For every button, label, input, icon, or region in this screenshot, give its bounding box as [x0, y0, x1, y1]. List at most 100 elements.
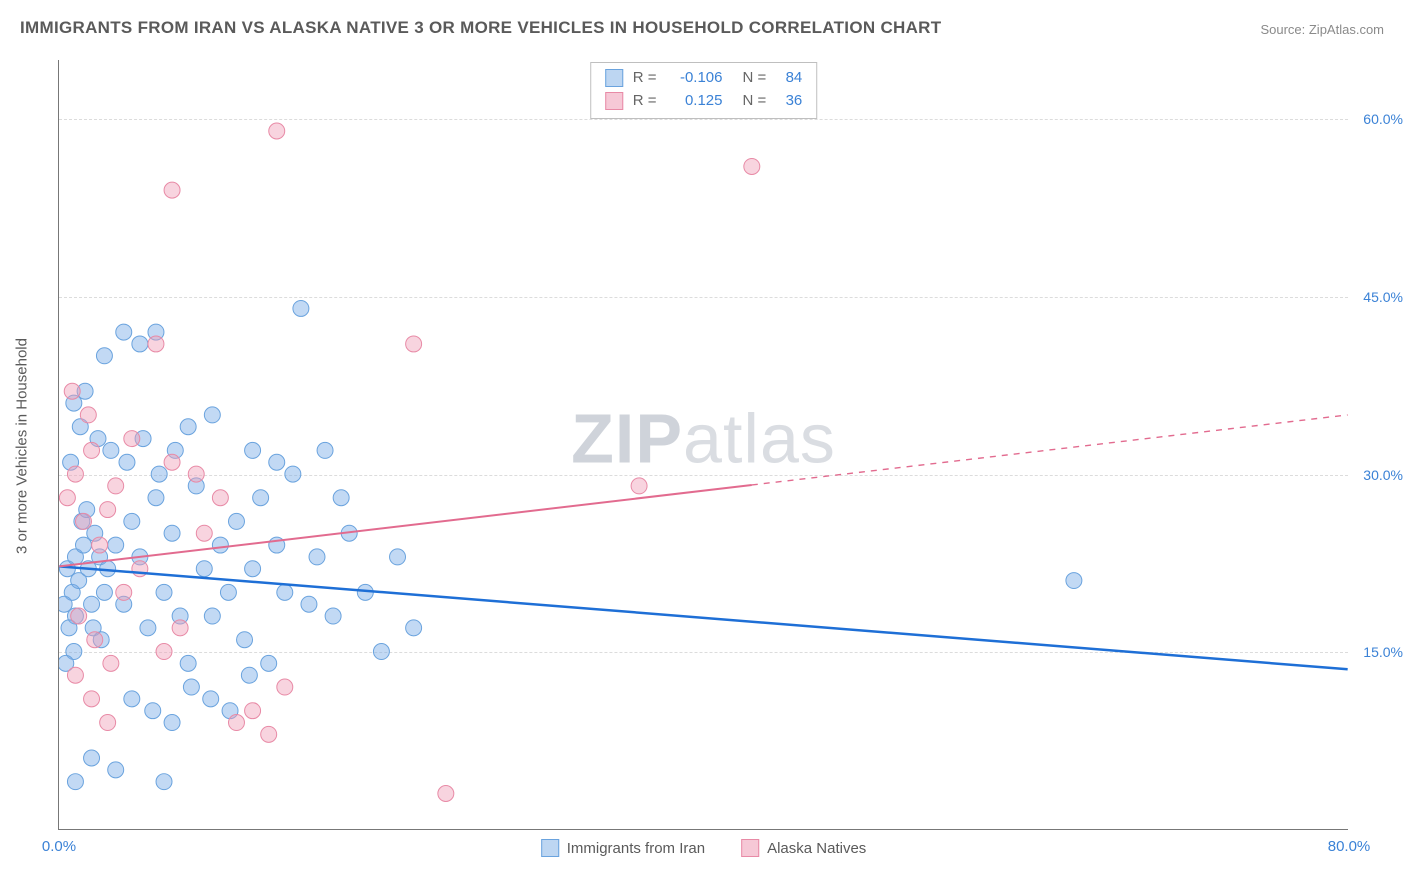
scatter-point [188, 466, 204, 482]
x-tick-label: 80.0% [1328, 838, 1371, 855]
legend-label: Immigrants from Iran [567, 840, 705, 857]
source-attribution: Source: ZipAtlas.com [1260, 22, 1384, 37]
r-value: -0.106 [665, 67, 723, 90]
scatter-point [180, 419, 196, 435]
scatter-point [228, 715, 244, 731]
n-label: N = [743, 90, 767, 113]
scatter-point [84, 691, 100, 707]
swatch-icon [541, 839, 559, 857]
scatter-point [164, 454, 180, 470]
scatter-point [261, 726, 277, 742]
scatter-point [116, 324, 132, 340]
scatter-point [245, 561, 261, 577]
scatter-point [108, 478, 124, 494]
scatter-point [212, 490, 228, 506]
scatter-point [145, 703, 161, 719]
scatter-point [59, 490, 75, 506]
scatter-point [277, 679, 293, 695]
scatter-point [245, 703, 261, 719]
scatter-point [317, 442, 333, 458]
r-value: 0.125 [665, 90, 723, 113]
scatter-point [156, 644, 172, 660]
scatter-point [64, 383, 80, 399]
correlation-legend: R = -0.106 N = 84 R = 0.125 N = 36 [590, 62, 818, 119]
scatter-point [119, 454, 135, 470]
scatter-point [103, 655, 119, 671]
scatter-point [67, 667, 83, 683]
scatter-point [285, 466, 301, 482]
scatter-point [390, 549, 406, 565]
legend-item: Alaska Natives [741, 839, 866, 857]
scatter-point [71, 608, 87, 624]
scatter-point [92, 537, 108, 553]
scatter-point [212, 537, 228, 553]
scatter-point [293, 300, 309, 316]
scatter-point [183, 679, 199, 695]
scatter-point [220, 584, 236, 600]
scatter-point [132, 336, 148, 352]
scatter-point [172, 620, 188, 636]
scatter-point [406, 336, 422, 352]
y-tick-label: 30.0% [1353, 467, 1403, 483]
scatter-point [204, 608, 220, 624]
scatter-point [325, 608, 341, 624]
scatter-point [241, 667, 257, 683]
scatter-point [164, 715, 180, 731]
swatch-icon [741, 839, 759, 857]
scatter-point [124, 513, 140, 529]
scatter-point [96, 348, 112, 364]
legend-row: R = -0.106 N = 84 [605, 67, 803, 90]
scatter-point [67, 774, 83, 790]
legend-row: R = 0.125 N = 36 [605, 90, 803, 113]
scatter-point [116, 584, 132, 600]
scatter-point [140, 620, 156, 636]
scatter-point [100, 715, 116, 731]
scatter-svg [59, 60, 1348, 829]
scatter-point [124, 431, 140, 447]
scatter-point [76, 513, 92, 529]
y-tick-label: 60.0% [1353, 111, 1403, 127]
scatter-point [156, 584, 172, 600]
scatter-point [261, 655, 277, 671]
scatter-point [84, 596, 100, 612]
scatter-point [1066, 573, 1082, 589]
scatter-point [67, 466, 83, 482]
scatter-point [84, 442, 100, 458]
scatter-point [245, 442, 261, 458]
n-label: N = [743, 67, 767, 90]
plot-area: ZIPatlas 15.0%30.0%45.0%60.0%0.0%80.0% R… [58, 60, 1348, 830]
scatter-point [164, 182, 180, 198]
scatter-point [333, 490, 349, 506]
n-value: 84 [774, 67, 802, 90]
scatter-point [269, 454, 285, 470]
scatter-point [301, 596, 317, 612]
scatter-point [309, 549, 325, 565]
scatter-point [237, 632, 253, 648]
legend-item: Immigrants from Iran [541, 839, 705, 857]
scatter-point [108, 537, 124, 553]
regression-line-extrapolated [752, 415, 1348, 485]
chart-title: IMMIGRANTS FROM IRAN VS ALASKA NATIVE 3 … [20, 18, 941, 38]
scatter-point [269, 123, 285, 139]
scatter-point [438, 786, 454, 802]
y-tick-label: 15.0% [1353, 644, 1403, 660]
scatter-point [180, 655, 196, 671]
swatch-icon [605, 92, 623, 110]
scatter-point [124, 691, 140, 707]
scatter-point [744, 158, 760, 174]
scatter-point [203, 691, 219, 707]
scatter-point [156, 774, 172, 790]
regression-line [59, 566, 1347, 669]
y-tick-label: 45.0% [1353, 289, 1403, 305]
scatter-point [103, 442, 119, 458]
scatter-point [228, 513, 244, 529]
scatter-point [196, 561, 212, 577]
swatch-icon [605, 69, 623, 87]
correlation-chart: IMMIGRANTS FROM IRAN VS ALASKA NATIVE 3 … [0, 0, 1406, 892]
scatter-point [148, 490, 164, 506]
scatter-point [87, 632, 103, 648]
scatter-point [164, 525, 180, 541]
n-value: 36 [774, 90, 802, 113]
scatter-point [84, 750, 100, 766]
r-label: R = [633, 67, 657, 90]
